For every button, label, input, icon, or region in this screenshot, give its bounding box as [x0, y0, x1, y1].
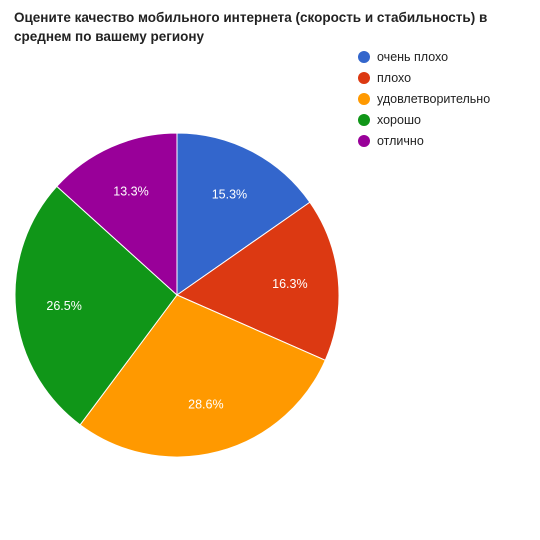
legend-label: хорошо: [377, 112, 421, 127]
legend-swatch: [358, 113, 370, 126]
pie-slice-3[interactable]: [14, 185, 178, 426]
legend-item-udovletvoritelno[interactable]: удовлетворительно: [358, 88, 490, 109]
chart-title: Оцените качество мобильного интернета (с…: [14, 10, 488, 44]
legend-swatch: [358, 71, 370, 84]
legend-label: плохо: [377, 70, 412, 85]
pie-slice-0[interactable]: [176, 132, 311, 296]
slice-value-label: 26.5%: [46, 299, 81, 313]
pie-slice-1[interactable]: [175, 201, 340, 361]
legend-swatch: [358, 134, 370, 147]
legend-item-ploho[interactable]: плохо: [358, 67, 490, 88]
pie-slice-2[interactable]: [79, 294, 326, 458]
legend-swatch: [358, 50, 370, 63]
legend-item-ochen-ploho[interactable]: очень плохо: [358, 46, 490, 67]
slice-value-label: 13.3%: [113, 184, 148, 198]
legend-swatch: [358, 92, 370, 105]
legend-label: отлично: [377, 133, 424, 148]
legend: очень плохо плохо удовлетворительно хоро…: [358, 46, 490, 151]
legend-item-otlichno[interactable]: отлично: [358, 130, 490, 151]
legend-label: удовлетворительно: [377, 91, 491, 106]
legend-item-horosho[interactable]: хорошо: [358, 109, 490, 130]
pie-slice-4[interactable]: [56, 132, 178, 297]
slice-value-label: 16.3%: [272, 277, 307, 291]
slice-value-label: 28.6%: [188, 398, 223, 412]
slice-value-label: 15.3%: [212, 187, 247, 201]
legend-label: очень плохо: [377, 49, 449, 64]
